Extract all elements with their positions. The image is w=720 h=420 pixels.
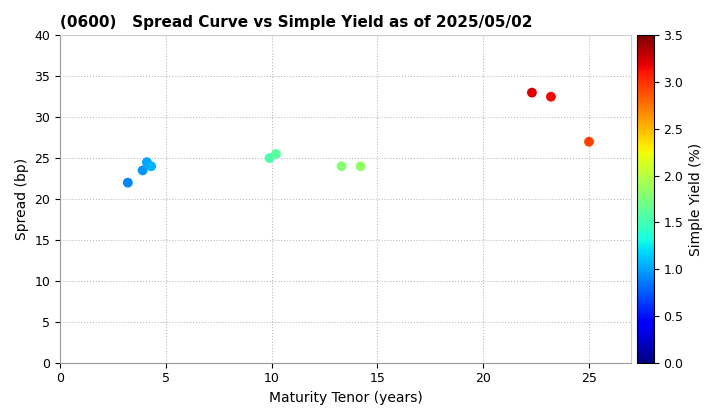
Point	[583, 138, 595, 145]
Point	[122, 179, 134, 186]
Point	[264, 155, 275, 161]
Y-axis label: Spread (bp): Spread (bp)	[15, 158, 29, 240]
Point	[137, 167, 148, 174]
Point	[141, 159, 153, 165]
Point	[145, 163, 157, 170]
Point	[355, 163, 366, 170]
Point	[545, 93, 557, 100]
Y-axis label: Simple Yield (%): Simple Yield (%)	[689, 142, 703, 256]
Point	[270, 151, 282, 158]
Point	[336, 163, 347, 170]
Text: (0600)   Spread Curve vs Simple Yield as of 2025/05/02: (0600) Spread Curve vs Simple Yield as o…	[60, 15, 533, 30]
Point	[526, 89, 538, 96]
X-axis label: Maturity Tenor (years): Maturity Tenor (years)	[269, 391, 423, 405]
